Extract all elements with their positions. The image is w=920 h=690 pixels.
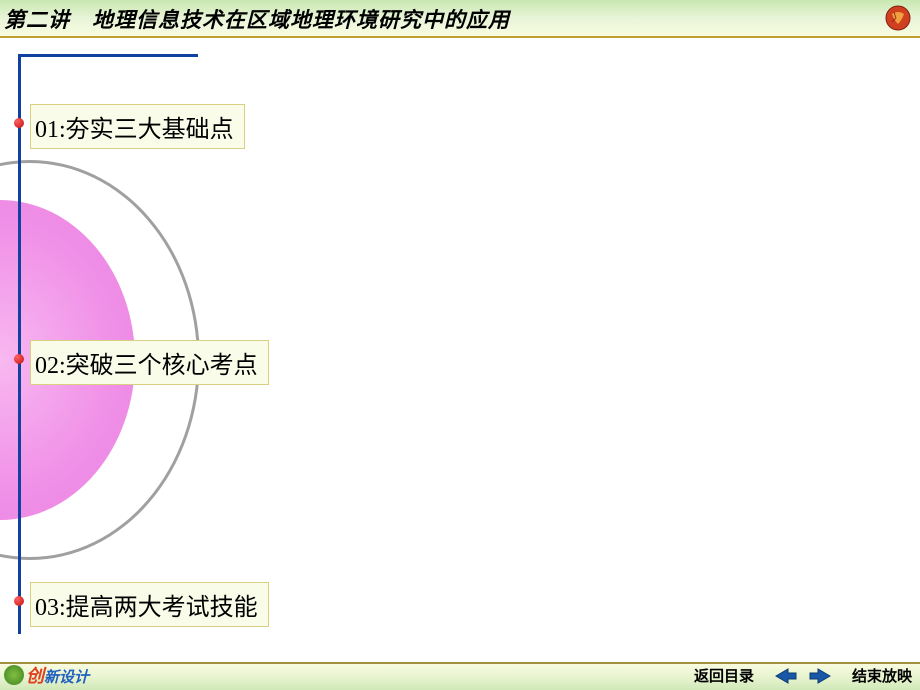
page-title: 第二讲 地理信息技术在区域地理环境研究中的应用 [4,4,510,34]
logo-text-1: 创 [26,666,44,686]
item-number: 03: [35,595,66,621]
item-text: 突破三个核心考点 [66,353,258,379]
footer-nav: 返回目录 结束放映 [694,665,912,686]
back-to-index-button[interactable]: 返回目录 [694,665,754,686]
item-text: 提高两大考试技能 [66,595,258,621]
bullet-icon [14,354,24,364]
logo-text-2: 新设计 [44,670,89,686]
vertical-bracket-line [18,54,21,634]
globe-icon [884,4,912,32]
item-text: 夯实三大基础点 [66,117,234,143]
item-number: 01: [35,117,66,143]
outline-item-2[interactable]: 02:突破三个核心考点 [30,340,269,385]
prev-arrow-button[interactable] [774,667,798,685]
horizontal-bracket-line [18,54,198,57]
footer-logo: 创新设计 [4,662,89,688]
outline-item-1[interactable]: 01:夯实三大基础点 [30,104,245,149]
footer-bar: 创新设计 返回目录 结束放映 [0,662,920,690]
item-number: 02: [35,353,66,379]
bullet-icon [14,118,24,128]
logo-icon [4,665,24,685]
end-slideshow-button[interactable]: 结束放映 [852,665,912,686]
next-arrow-button[interactable] [808,667,832,685]
nav-arrows [774,667,832,685]
bullet-icon [14,596,24,606]
outline-item-3[interactable]: 03:提高两大考试技能 [30,582,269,627]
header-bar: 第二讲 地理信息技术在区域地理环境研究中的应用 [0,0,920,38]
